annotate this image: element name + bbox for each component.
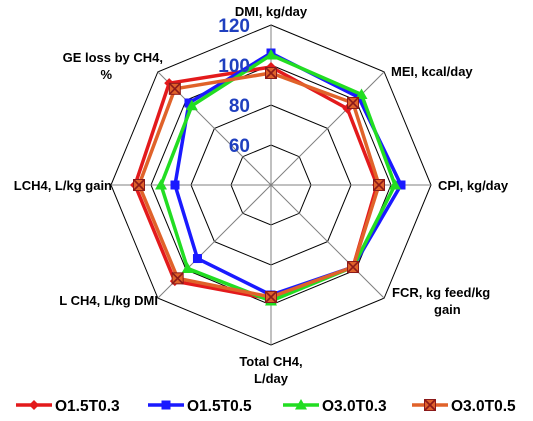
data-point-o1-5t0-5-l-ch4-l-kg-dmi — [192, 254, 202, 264]
data-point-o1-5t0-5-lch4-l-kg-gain — [170, 180, 180, 190]
data-point-o1-5t0-5-ge-loss-by-ch4 — [184, 98, 194, 108]
data-point-o3-0t0-5-cpi-kg-day — [372, 178, 386, 192]
data-point-o3-0t0-5-fcr-kg-feed-kg-gain — [346, 260, 360, 274]
data-point-o3-0t0-5-total-ch4-l-day — [264, 290, 278, 304]
data-point-o3-0t0-5-dmi-kg-day — [264, 66, 278, 80]
data-point-o1-5t0-5-cpi-kg-day — [396, 180, 406, 190]
axis-label-l-ch4-l-kg-dmi: L CH4, L/kg DMI — [59, 293, 158, 308]
axis-label-fcr-kg-feed-kg-gain: FCR, kg feed/kg gain — [392, 285, 490, 317]
legend-label-o3-0t0-5: O3.0T0.5 — [451, 398, 516, 415]
data-point-o3-0t0-3-lch4-l-kg-gain — [155, 179, 167, 190]
legend-item-o3-0t0-5: O3.0T0.5 — [412, 398, 516, 415]
data-point-o3-0t0-3-mei-kcal-day — [355, 88, 368, 99]
legend-marker-o3-0t0-5 — [423, 398, 437, 412]
radar-series — [130, 48, 406, 306]
data-point-o3-0t0-3-dmi-kg-day — [265, 49, 277, 60]
data-point-o3-0t0-5-l-ch4-l-kg-dmi — [171, 272, 184, 285]
legend-label-o1-5t0-3: O1.5T0.3 — [55, 398, 120, 415]
legend-label-o1-5t0-5: O1.5T0.5 — [187, 398, 252, 415]
data-point-o3-0t0-5-ge-loss-by-ch4 — [168, 82, 181, 95]
axis-label-cpi-kg-day: CPI, kg/day — [438, 178, 509, 193]
legend-item-o1-5t0-3: O1.5T0.3 — [16, 398, 120, 415]
data-point-o3-0t0-5-lch4-l-kg-gain — [132, 178, 146, 192]
legend-marker-o3-0t0-3 — [295, 399, 307, 410]
chart-legend: O1.5T0.3 O1.5T0.5 O3.0T0.3 O3.0T0.5 — [16, 398, 516, 415]
axis-label-ge-loss-by-ch4: GE loss by CH4,% — [63, 50, 163, 82]
tick-label-100: 100 — [218, 56, 250, 77]
radar-axis-labels: DMI, kg/day MEI, kcal/day CPI, kg/day FCR, … — [14, 4, 509, 386]
radar-ticks: 60 80 100 120 — [218, 16, 250, 157]
tick-label-80: 80 — [229, 96, 250, 117]
data-point-o3-0t0-3-l-ch4-l-kg-dmi — [181, 262, 194, 273]
legend-marker-o1-5t0-5 — [161, 400, 171, 410]
legend-item-o1-5t0-5: O1.5T0.5 — [148, 398, 252, 415]
data-point-o3-0t0-3-cpi-kg-day — [389, 179, 401, 190]
axis-label-dmi-kg-day: DMI, kg/day — [235, 4, 308, 19]
axis-label-lch4-l-kg-gain: LCH4, L/kg gain — [14, 178, 112, 193]
tick-label-120: 120 — [218, 16, 250, 37]
axis-label-mei-kcal-day: MEI, kcal/day — [391, 64, 473, 79]
axis-spoke-mei-kcal-day — [270, 71, 385, 186]
legend-item-o3-0t0-3: O3.0T0.3 — [283, 398, 387, 415]
legend-label-o3-0t0-3: O3.0T0.3 — [322, 398, 387, 415]
axis-spoke-fcr-kg-feed-kg-gain — [270, 184, 385, 299]
data-point-o3-0t0-3-ge-loss-by-ch4 — [185, 99, 198, 111]
axis-label-total-ch4-l-day: Total CH4, L/day — [239, 354, 302, 386]
data-point-o3-0t0-5-mei-kcal-day — [346, 96, 360, 110]
tick-label-60: 60 — [229, 136, 250, 157]
series-o3-0t0-5 — [132, 66, 386, 304]
legend-marker-o1-5t0-3 — [29, 400, 39, 410]
